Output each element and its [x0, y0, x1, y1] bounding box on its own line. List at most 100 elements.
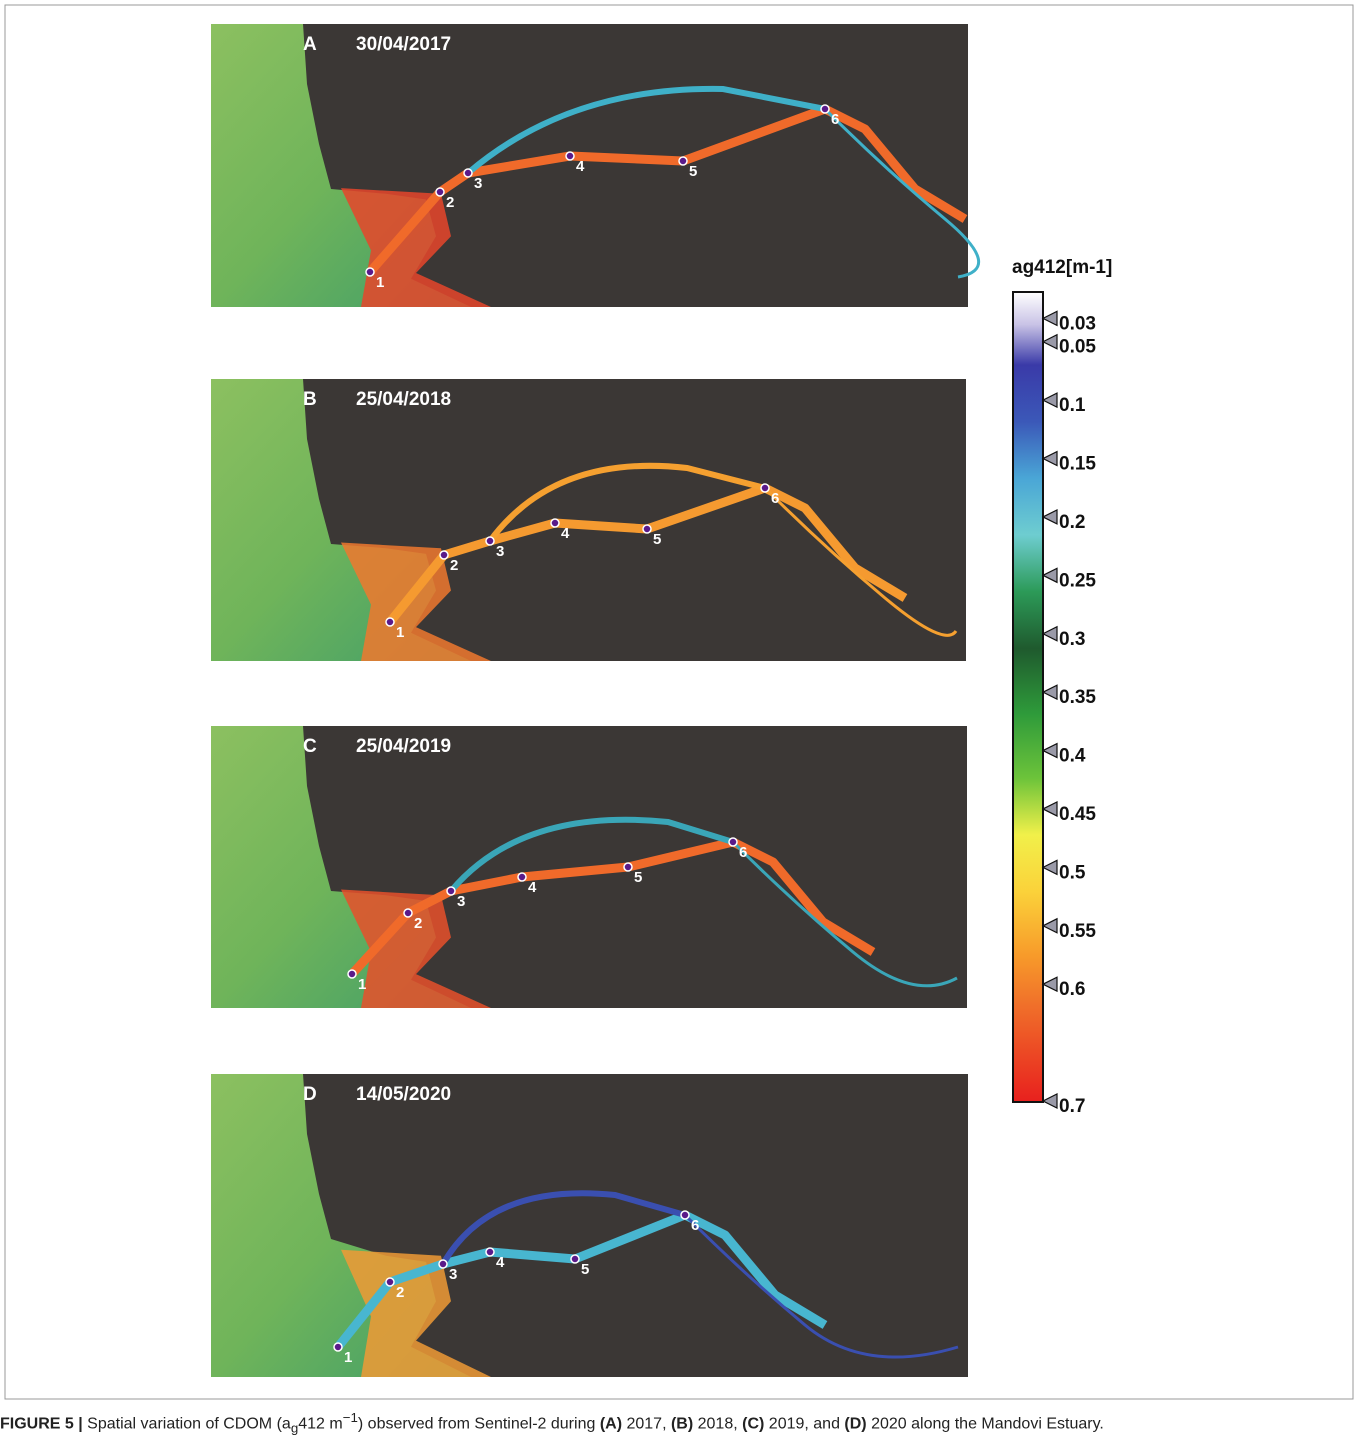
station-label: 3: [457, 893, 465, 910]
caption-text: ) observed from Sentinel-2 during: [358, 1415, 600, 1432]
colorbar-tick-label: 0.25: [1059, 570, 1096, 591]
colorbar-tick: [1043, 685, 1057, 699]
station-marker: [821, 105, 829, 113]
panel-letter: A: [303, 34, 317, 55]
station-label: 1: [396, 624, 404, 641]
station-label: 2: [450, 557, 458, 574]
station-label: 1: [358, 976, 366, 993]
station-label: 3: [474, 175, 482, 192]
colorbar-tick: [1043, 452, 1057, 466]
colorbar-tick-label: 0.2: [1059, 512, 1085, 533]
colorbar-tick-label: 0.3: [1059, 629, 1085, 650]
colorbar-tick: [1043, 977, 1057, 991]
station-marker: [679, 157, 687, 165]
panel-date: 25/04/2019: [356, 736, 451, 757]
station-marker: [447, 887, 455, 895]
station-label: 4: [528, 879, 537, 896]
station-label: 5: [653, 531, 661, 548]
colorbar-tick: [1043, 744, 1057, 758]
station-marker: [386, 1278, 394, 1286]
colorbar-tick-label: 0.03: [1059, 313, 1096, 334]
station-marker: [366, 268, 374, 276]
station-marker: [486, 1248, 494, 1256]
caption-text: 2020 along the Mandovi Estuary.: [867, 1415, 1104, 1432]
caption: FIGURE 5 | Spatial variation of CDOM (ag…: [0, 1410, 1358, 1436]
panel-date: 14/05/2020: [356, 1084, 451, 1105]
station-marker: [681, 1211, 689, 1219]
station-marker: [566, 152, 574, 160]
station-marker: [761, 484, 769, 492]
caption-ref: (D): [844, 1415, 866, 1432]
colorbar-tick-label: 0.15: [1059, 454, 1096, 475]
map-panel: A 30/04/2017 1 2 3 4 5 6: [211, 24, 979, 307]
station-label: 4: [496, 1254, 505, 1271]
colorbar-tick: [1043, 311, 1057, 325]
panel-letter: D: [303, 1084, 317, 1105]
colorbar-tick-label: 0.6: [1059, 979, 1085, 1000]
colorbar-tick-label: 0.4: [1059, 746, 1086, 767]
colorbar-tick: [1043, 510, 1057, 524]
map-panel: B 25/04/2018 1 2 3 4 5 6: [211, 379, 966, 661]
station-label: 6: [831, 111, 839, 128]
caption-text: 2017,: [622, 1415, 671, 1432]
panel-date: 30/04/2017: [356, 34, 451, 55]
station-marker: [518, 873, 526, 881]
panel-letter: C: [303, 736, 317, 757]
caption-sup: −1: [343, 1410, 358, 1425]
caption-text: 2018,: [693, 1415, 742, 1432]
station-label: 3: [496, 543, 504, 560]
colorbar-tick: [1043, 919, 1057, 933]
colorbar-tick-label: 0.7: [1059, 1096, 1085, 1117]
station-marker: [386, 618, 394, 626]
station-label: 6: [739, 844, 747, 861]
caption-text: 412 m: [298, 1415, 342, 1432]
colorbar-tick: [1043, 802, 1057, 816]
colorbar-tick: [1043, 1094, 1057, 1108]
colorbar-tick-label: 0.45: [1059, 804, 1096, 825]
station-label: 2: [446, 194, 454, 211]
station-label: 2: [396, 1284, 404, 1301]
caption-text: Spatial variation of CDOM (a: [87, 1415, 291, 1432]
station-marker: [439, 1260, 447, 1268]
station-label: 6: [771, 490, 779, 507]
station-label: 3: [449, 1266, 457, 1283]
station-label: 4: [561, 525, 570, 542]
station-label: 6: [691, 1217, 699, 1234]
colorbar-tick: [1043, 568, 1057, 582]
caption-ref: (C): [742, 1415, 764, 1432]
station-label: 1: [344, 1349, 352, 1366]
panel-date: 25/04/2018: [356, 389, 451, 410]
colorbar-tick: [1043, 335, 1057, 349]
station-label: 4: [576, 158, 585, 175]
station-marker: [440, 551, 448, 559]
colorbar-tick-label: 0.1: [1059, 395, 1086, 416]
station-marker: [486, 537, 494, 545]
station-marker: [551, 519, 559, 527]
figure: ag412[m-1] A 30/04/2017 1 2 3 4 5 6 B 25/04/2018 1…: [0, 0, 1358, 1405]
station-marker: [571, 1255, 579, 1263]
caption-text: 2019, and: [764, 1415, 844, 1432]
station-label: 5: [581, 1261, 589, 1278]
colorbar-tick: [1043, 627, 1057, 641]
colorbar-tick: [1043, 393, 1057, 407]
station-marker: [334, 1343, 342, 1351]
station-marker: [729, 838, 737, 846]
colorbar-tick-label: 0.55: [1059, 921, 1096, 942]
panel-letter: B: [303, 389, 317, 410]
station-label: 1: [376, 274, 384, 291]
colorbar-tick-label: 0.35: [1059, 687, 1096, 708]
station-label: 5: [634, 869, 642, 886]
colorbar: [1013, 292, 1043, 1102]
station-label: 5: [689, 163, 697, 180]
colorbar-tick-label: 0.05: [1059, 337, 1096, 358]
station-marker: [624, 863, 632, 871]
caption-figure: FIGURE 5 |: [0, 1415, 83, 1432]
caption-ref: (B): [671, 1415, 693, 1432]
station-marker: [404, 909, 412, 917]
station-marker: [348, 970, 356, 978]
colorbar-tick-label: 0.5: [1059, 862, 1086, 883]
page: ag412[m-1] A 30/04/2017 1 2 3 4 5 6 B 25/04/2018 1…: [0, 0, 1358, 1442]
map-panel: D 14/05/2020 1 2 3 4 5 6: [211, 1074, 968, 1377]
caption-ref: (A): [600, 1415, 622, 1432]
colorbar-label: ag412[m-1]: [1012, 257, 1112, 278]
